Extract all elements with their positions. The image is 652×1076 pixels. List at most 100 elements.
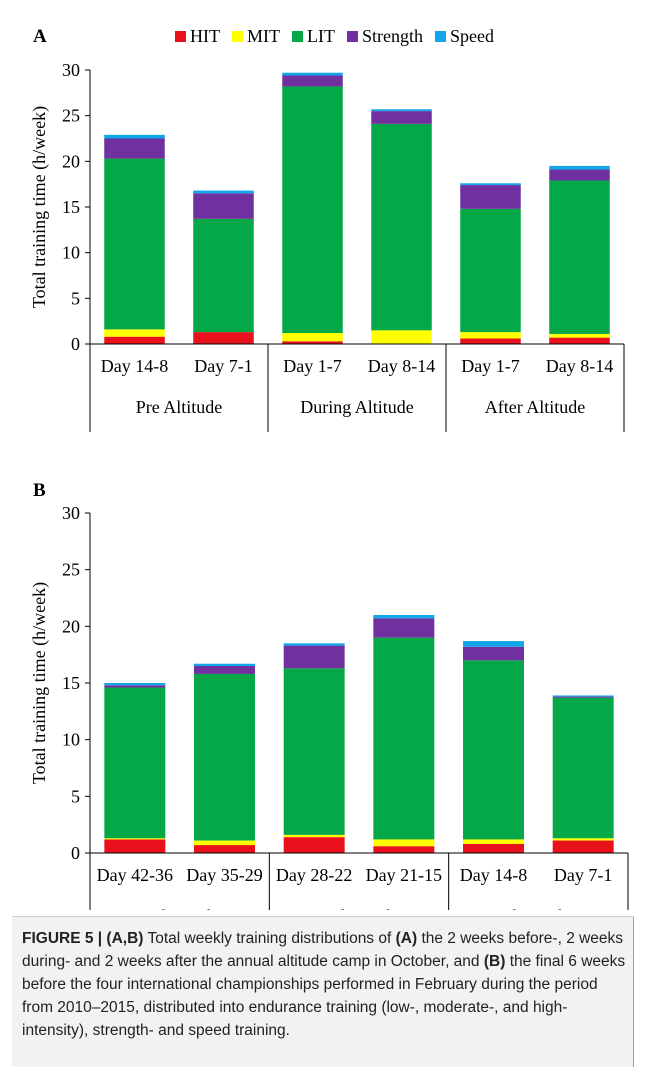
legend-swatch-strength xyxy=(346,31,358,42)
y-tick-label: 15 xyxy=(62,197,80,217)
legend-swatch-speed xyxy=(434,31,446,42)
y-tick-label: 20 xyxy=(62,616,80,636)
legend-label-hit: HIT xyxy=(190,26,220,46)
bar-hit xyxy=(104,336,165,344)
bar-strength xyxy=(373,618,435,638)
bar-mit xyxy=(371,330,432,344)
bar-lit xyxy=(552,697,614,839)
x-tick-label: Day 7-1 xyxy=(194,356,252,376)
caption-label: FIGURE 5 | (A,B) xyxy=(22,930,144,947)
y-tick-label: 5 xyxy=(71,786,80,806)
x-tick-label: Day 14-8 xyxy=(101,356,168,376)
bar-strength xyxy=(463,646,524,661)
x-tick-label: Day 1-7 xyxy=(283,356,341,376)
bar-speed xyxy=(194,663,255,666)
bar-lit xyxy=(194,673,255,841)
bar-lit xyxy=(460,208,521,333)
bar-hit xyxy=(549,337,610,344)
bar-speed xyxy=(104,683,166,686)
legend-label-strength: Strength xyxy=(362,26,423,46)
caption-rule xyxy=(633,917,634,1067)
bar-speed xyxy=(282,72,343,76)
panel-label: B xyxy=(33,480,46,501)
bar-lit xyxy=(193,218,254,333)
bar-mit xyxy=(194,840,255,846)
y-tick-label: 30 xyxy=(62,503,80,523)
legend-swatch-lit xyxy=(292,31,303,42)
bar-speed xyxy=(371,109,432,112)
chart-a: A HIT MIT LIT Strength Speed 0 5 10 15 20 25 30 Total… xyxy=(29,26,625,432)
y-tick-label: 10 xyxy=(62,243,80,263)
bar-speed xyxy=(549,165,610,170)
legend-swatch-hit xyxy=(175,31,186,42)
group-label: After Altitude xyxy=(485,397,585,417)
bar-lit xyxy=(371,123,432,331)
panel-label: A xyxy=(33,26,47,47)
bar-speed xyxy=(552,695,614,697)
bar-strength xyxy=(193,193,254,219)
bar-mit xyxy=(549,333,610,338)
bar-strength xyxy=(460,185,521,209)
legend-swatch-mit xyxy=(232,31,243,42)
bar-speed xyxy=(283,643,345,646)
bar-hit xyxy=(194,845,255,853)
y-tick-label: 30 xyxy=(62,60,80,80)
x-tick-label: Day 8-14 xyxy=(368,356,435,376)
bar-mit xyxy=(104,838,166,840)
bar-mit xyxy=(552,838,614,841)
bar-strength xyxy=(549,169,610,181)
bar-hit xyxy=(193,332,254,344)
bar-hit xyxy=(104,839,166,853)
bar-lit xyxy=(283,668,345,835)
bar-lit xyxy=(373,637,435,840)
caption-text-2: the 2 weeks before-, 2 weeks during- and… xyxy=(22,930,624,970)
bar-lit xyxy=(104,158,165,330)
group-label: Pre-peaking phase 1 xyxy=(107,906,253,910)
y-tick-label: 20 xyxy=(62,151,80,171)
bar-mit xyxy=(373,839,435,847)
bar-strength xyxy=(283,645,345,669)
y-tick-label: 0 xyxy=(71,334,80,354)
group-label: During Altitude xyxy=(300,397,414,417)
legend-label-speed: Speed xyxy=(450,26,494,46)
bar-speed xyxy=(104,134,165,139)
bar-mit xyxy=(463,839,524,844)
bar-mit xyxy=(282,333,343,342)
bar-strength xyxy=(104,685,166,688)
x-tick-label: Day 14-8 xyxy=(460,865,527,885)
bar-lit xyxy=(282,86,343,334)
y-tick-label: 25 xyxy=(62,106,80,126)
caption-ref-a: (A) xyxy=(395,930,418,947)
y-tick-label: 15 xyxy=(62,673,80,693)
x-tick-label: Day 42-36 xyxy=(97,865,173,885)
bar-speed xyxy=(193,190,254,194)
bar-hit xyxy=(460,338,521,344)
bar-strength xyxy=(371,111,432,124)
bar-hit xyxy=(552,840,614,853)
bar-mit xyxy=(460,332,521,339)
caption-text-3: the final 6 weeks before the four intern… xyxy=(22,953,626,1039)
group-label: Pre Altitude xyxy=(136,397,223,417)
x-tick-label: Day 35-29 xyxy=(186,865,262,885)
bar-hit xyxy=(373,846,435,853)
bar-lit xyxy=(463,660,524,840)
figure-caption-box: FIGURE 5 | (A,B) Total weekly training d… xyxy=(12,916,634,1067)
bar-strength xyxy=(194,666,255,674)
x-tick-label: Day 7-1 xyxy=(554,865,612,885)
legend-label-lit: LIT xyxy=(307,26,335,46)
bar-speed xyxy=(373,615,435,619)
y-tick-label: 5 xyxy=(71,288,80,308)
bar-lit xyxy=(549,180,610,334)
bar-hit xyxy=(283,837,345,853)
y-tick-label: 10 xyxy=(62,730,80,750)
bar-hit xyxy=(463,843,524,853)
bar-mit xyxy=(283,834,345,838)
bar-mit xyxy=(104,329,165,337)
x-tick-label: Day 8-14 xyxy=(546,356,613,376)
x-tick-label: Day 21-15 xyxy=(366,865,442,885)
y-tick-label: 0 xyxy=(71,843,80,863)
bar-lit xyxy=(104,687,166,839)
group-label: Peaking phase xyxy=(487,906,590,910)
y-tick-label: 25 xyxy=(62,560,80,580)
group-label: Pre-peaking phase 2 xyxy=(286,906,432,910)
